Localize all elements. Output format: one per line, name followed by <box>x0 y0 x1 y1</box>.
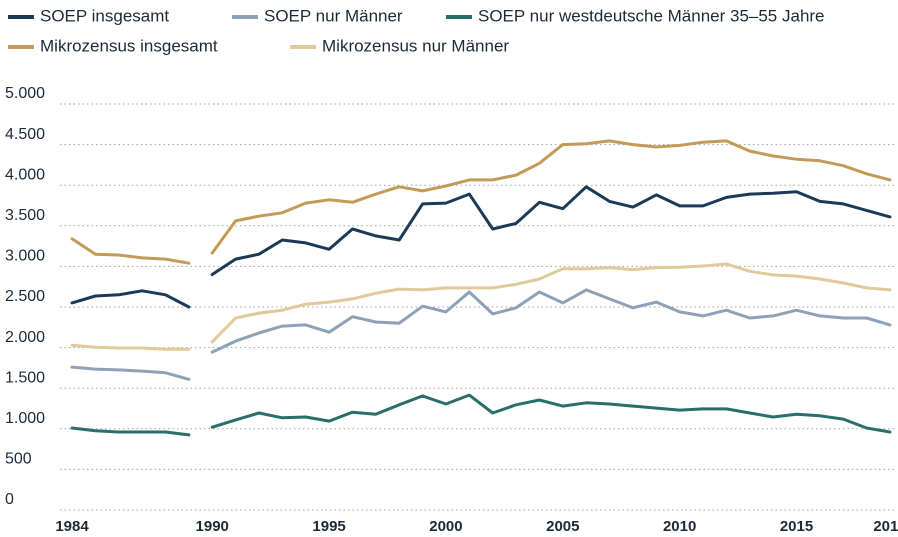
x-tick-label: 2000 <box>429 518 462 535</box>
x-tick-label: 2005 <box>546 518 579 535</box>
x-tick-label: 1995 <box>312 518 345 535</box>
legend-label: SOEP insgesamt <box>40 6 169 25</box>
x-tick-label: 2015 <box>780 518 813 535</box>
y-tick-label: 3.500 <box>5 207 45 224</box>
y-tick-label: 2.500 <box>5 288 45 305</box>
y-tick-label: 4.000 <box>5 166 45 183</box>
y-tick-label: 4.500 <box>5 126 45 143</box>
series-line <box>70 393 892 437</box>
series-line <box>70 139 892 265</box>
series-line <box>70 185 892 309</box>
x-tick-label: 1984 <box>55 518 89 535</box>
y-tick-label: 500 <box>5 451 32 468</box>
legend-label: Mikrozensus insgesamt <box>40 36 218 55</box>
series-line <box>70 262 892 351</box>
y-tick-label: 1.000 <box>5 410 45 427</box>
y-tick-label: 3.000 <box>5 248 45 265</box>
y-tick-label: 0 <box>5 491 14 508</box>
legend-label: SOEP nur westdeutsche Männer 35–55 Jahre <box>478 6 825 25</box>
x-tick-label: 2019 <box>873 518 898 535</box>
legend-label: Mikrozensus nur Männer <box>322 36 509 55</box>
x-tick-label: 1990 <box>196 518 229 535</box>
legend-label: SOEP nur Männer <box>264 6 403 25</box>
x-tick-label: 2010 <box>663 518 696 535</box>
series-line <box>70 288 892 381</box>
y-tick-label: 5.000 <box>5 85 45 102</box>
y-tick-label: 1.500 <box>5 369 45 386</box>
y-tick-label: 2.000 <box>5 329 45 346</box>
